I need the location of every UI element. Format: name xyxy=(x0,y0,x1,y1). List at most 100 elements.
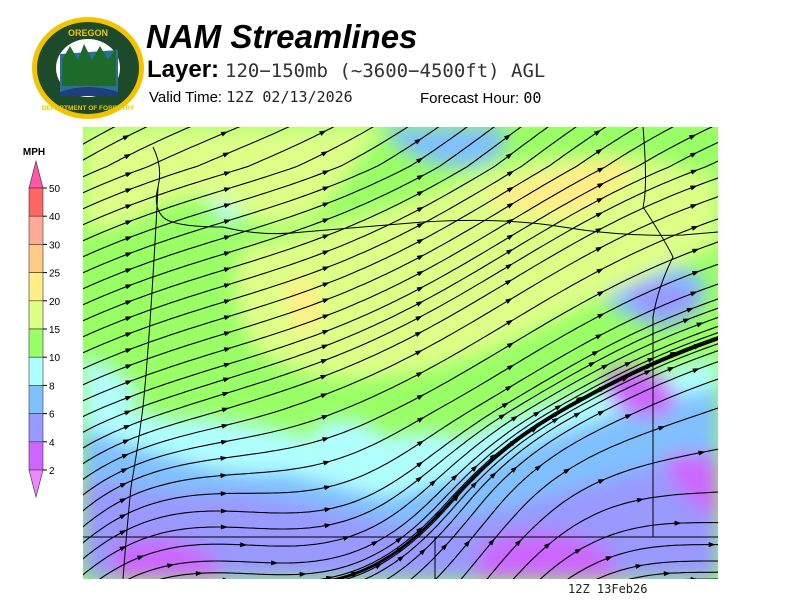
legend-over-triangle xyxy=(28,159,44,189)
streamline-arrow-icon xyxy=(441,543,448,551)
streamline-arrow-icon xyxy=(125,364,133,370)
streamline-arrow-icon xyxy=(596,182,605,189)
streamline-arrow-icon xyxy=(551,417,560,424)
streamline-arrow-icon xyxy=(124,153,132,160)
streamline-arrow-icon xyxy=(271,560,279,566)
streamline-arrow-icon xyxy=(119,529,127,536)
streamline xyxy=(83,127,522,322)
streamline xyxy=(83,127,495,306)
streamline xyxy=(364,343,718,579)
legend-bin-15-20 xyxy=(28,300,44,330)
streamline-arrow-icon xyxy=(322,298,330,304)
streamline-arrow-icon xyxy=(644,370,652,376)
forecast-hour-label: Forecast Hour: xyxy=(420,90,520,107)
streamline-arrow-icon xyxy=(690,291,698,297)
streamline-arrow-icon xyxy=(595,334,603,340)
streamline-arrow-icon xyxy=(597,291,605,297)
streamline-arrow-icon xyxy=(374,563,383,570)
streamline-arrow-icon xyxy=(395,537,403,544)
streamline-arrow-icon xyxy=(123,424,131,430)
streamline-arrow-icon xyxy=(696,322,704,328)
streamline xyxy=(83,283,718,544)
streamline-arrow-icon xyxy=(509,439,518,446)
streamline-arrow-icon xyxy=(322,314,330,320)
wind-speed-region-15-20 xyxy=(235,155,718,379)
streamline-arrow-icon xyxy=(698,450,706,456)
streamline-arrow-icon xyxy=(415,476,423,483)
streamline xyxy=(83,263,718,528)
streamline-arrow-icon xyxy=(125,380,133,386)
legend-label: 30 xyxy=(49,240,61,251)
streamline-arrow-icon xyxy=(321,415,329,420)
streamline-arrow-icon xyxy=(501,402,509,409)
streamline-arrow-icon xyxy=(601,364,609,370)
streamline-arrow-icon xyxy=(415,315,423,322)
streamline-arrow-icon xyxy=(220,491,228,497)
streamline-arrow-icon xyxy=(125,348,133,354)
streamline-arrow-icon xyxy=(167,563,175,569)
wind-speed-region-2-4 xyxy=(473,532,623,579)
streamline xyxy=(595,560,718,579)
streamline-arrow-icon xyxy=(397,555,405,562)
logo-top-text: OREGON xyxy=(68,28,108,38)
streamline-arrow-icon xyxy=(667,367,675,373)
streamline-arrow-icon xyxy=(220,473,228,479)
streamline-arrow-icon xyxy=(416,157,424,164)
streamline-arrow-icon xyxy=(221,423,229,429)
wind-speed-legend: MPH 50 40 30 25 20 15 10 8 6 4 2 xyxy=(23,147,61,499)
streamline-arrow-icon xyxy=(510,466,518,473)
streamline-arrow-icon xyxy=(125,236,133,242)
streamline-arrow-icon xyxy=(125,300,133,306)
streamline-arrow-icon xyxy=(325,575,334,579)
streamline-arrow-icon xyxy=(605,556,613,562)
streamline xyxy=(83,298,718,560)
streamline-arrow-icon xyxy=(125,204,133,210)
streamline-arrow-icon xyxy=(342,536,351,541)
streamline-arrow-icon xyxy=(125,316,133,322)
streamline-arrow-icon xyxy=(692,368,700,374)
streamline-arrow-icon xyxy=(322,234,330,240)
streamline-arrow-icon xyxy=(506,170,515,177)
streamline xyxy=(435,378,718,579)
streamline xyxy=(83,127,607,370)
layer-line: Layer: 120−150mb (~3600−4500ft) AGL xyxy=(147,56,545,84)
streamline-arrow-icon xyxy=(488,538,495,546)
streamline xyxy=(83,196,718,481)
streamline-arrow-icon xyxy=(120,468,129,474)
streamline-arrow-icon xyxy=(119,498,127,504)
streamline-arrow-icon xyxy=(415,371,424,378)
streamline-arrow-icon xyxy=(708,542,716,548)
wind-speed-region-8-10 xyxy=(313,419,383,467)
streamline-arrow-icon xyxy=(223,362,231,368)
streamline-arrow-icon xyxy=(452,494,460,502)
streamline-arrow-icon xyxy=(222,152,230,158)
streamline xyxy=(318,336,718,579)
streamline-arrow-icon xyxy=(416,526,424,534)
streamline-arrow-icon xyxy=(489,472,497,479)
legend-under-triangle xyxy=(28,469,44,499)
streamline-arrow-icon xyxy=(554,404,563,411)
streamline-arrow-icon xyxy=(506,342,515,349)
wind-speed-region-2-4 xyxy=(113,539,223,579)
streamline-arrow-icon xyxy=(122,439,130,445)
streamline xyxy=(83,127,192,178)
streamline-arrow-icon xyxy=(136,555,145,561)
streamline-arrow-icon xyxy=(222,391,230,397)
streamline-arrow-icon xyxy=(505,298,513,304)
streamline-arrow-icon xyxy=(416,254,425,261)
streamline-arrow-icon xyxy=(320,374,328,380)
streamline-arrow-icon xyxy=(125,188,133,194)
streamline xyxy=(83,127,468,290)
streamline-arrow-icon xyxy=(595,246,603,253)
streamline-arrow-icon xyxy=(686,307,694,313)
streamline-arrow-icon xyxy=(414,331,423,337)
streamline-arrow-icon xyxy=(690,169,698,175)
streamline-arrow-icon xyxy=(505,319,514,326)
streamline-arrow-icon xyxy=(434,510,442,518)
streamline-arrow-icon xyxy=(419,548,426,556)
streamline-arrow-icon xyxy=(595,212,603,218)
legend-label: 8 xyxy=(49,381,55,392)
streamline-arrow-icon xyxy=(195,571,203,576)
legend-bin-20-25 xyxy=(28,272,44,302)
streamline-arrow-icon xyxy=(416,206,425,213)
